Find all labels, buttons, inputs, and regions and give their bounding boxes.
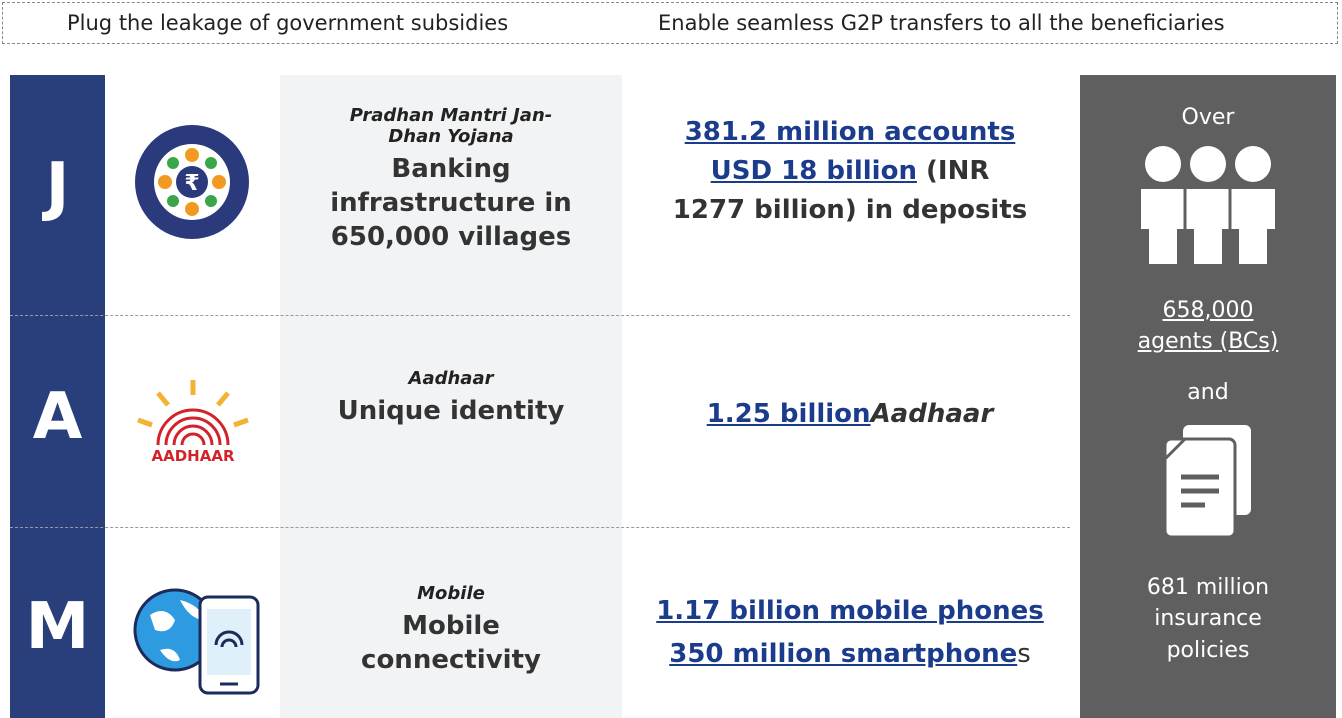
separator [10,315,1070,316]
logo-text: AADHAAR [152,447,235,465]
program-cell: Aadhaar Unique identity [280,368,622,429]
people-icon [1141,146,1275,264]
program-name: Aadhaar [408,368,494,389]
stat-link[interactable]: USD 18 billion [710,156,917,186]
stat: 381.2 million accounts USD 18 billion (I… [630,113,1070,230]
sidebar-text: 681 million insurance policies [1146,574,1270,664]
separator [10,527,1070,528]
program-name: Pradhan Mantri Jan-Dhan Yojana [349,105,553,147]
stat-link[interactable]: 350 million smartphone [669,638,1018,669]
letter-column [10,75,105,718]
sidebar-link[interactable]: 658,000 agents (BCs) [1137,298,1279,354]
sidebar: Over 658,000 agents (BCs) and 681 millio… [1080,75,1336,718]
document-icon [1163,424,1251,539]
stat: 1.25 billionAadhaar [630,395,1070,434]
aadhaar-logo: AADHAAR [137,380,249,465]
stat-text: s [1017,638,1031,669]
program-cell: Mobile Mobile connectivity [280,583,622,678]
header-right: Enable seamless G2P transfers to all the… [658,11,1225,35]
header: Plug the leakage of government subsidies… [2,2,1338,44]
program-name: Mobile [417,583,485,604]
stat-link[interactable]: 381.2 million accounts [684,117,1016,147]
sidebar-text: and [1187,379,1229,405]
stat-link[interactable]: 1.25 billion [706,399,871,429]
stat-text: (INR 1277 billion) in deposits [672,156,1028,225]
stat-link[interactable]: 1.17 billion mobile phones [656,596,1044,626]
sidebar-text: Over [1181,105,1235,130]
header-left: Plug the leakage of government subsidies [67,11,509,35]
program-title: Unique identity [337,396,565,426]
program-title: Mobile connectivity [361,611,541,675]
stat-text: Aadhaar [870,399,994,429]
letter: M [25,590,90,664]
program-column [280,75,622,718]
jandhan-logo: ₹ [135,125,249,239]
letter: J [45,150,70,224]
letter: A [32,380,83,454]
stat: 1.17 billion mobile phones 350 million s… [630,590,1070,676]
program-title: Banking infrastructure in 650,000 villag… [330,154,572,252]
program-cell: Pradhan Mantri Jan-Dhan Yojana Banking i… [280,105,622,254]
mobile-icon [133,588,260,695]
svg-text:₹: ₹ [184,171,199,196]
